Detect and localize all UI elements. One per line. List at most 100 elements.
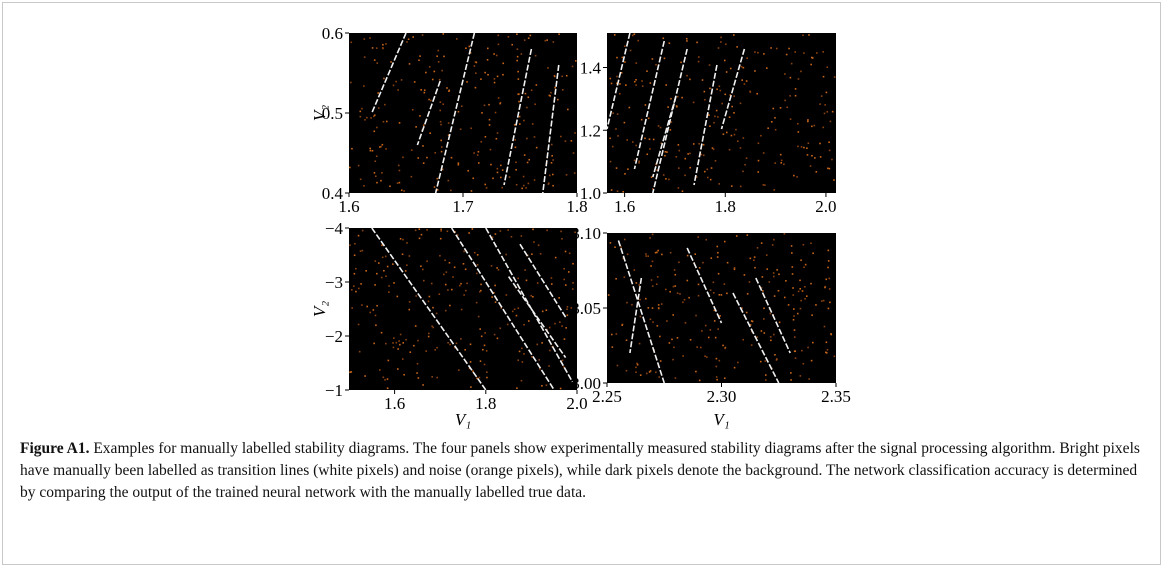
noise-pixel xyxy=(614,246,616,249)
noise-pixel xyxy=(764,374,767,376)
noise-pixel xyxy=(620,246,622,248)
noise-pixel xyxy=(644,137,646,140)
noise-pixel xyxy=(527,37,530,39)
noise-pixel xyxy=(816,52,818,54)
noise-pixel xyxy=(402,238,404,241)
noise-pixel xyxy=(374,314,377,317)
noise-pixel xyxy=(689,152,691,155)
noise-pixel xyxy=(736,46,738,48)
noise-pixel xyxy=(652,321,654,323)
noise-pixel xyxy=(541,385,543,387)
noise-pixel xyxy=(537,244,540,247)
noise-pixel xyxy=(616,113,619,115)
noise-pixel xyxy=(469,361,472,363)
noise-pixel xyxy=(686,74,688,77)
noise-pixel xyxy=(545,384,548,387)
noise-pixel xyxy=(628,106,631,109)
noise-pixel xyxy=(792,318,795,321)
noise-pixel xyxy=(351,147,353,150)
noise-pixel xyxy=(772,107,775,110)
noise-pixel xyxy=(661,253,663,256)
noise-pixel xyxy=(363,56,366,58)
noise-pixel xyxy=(541,342,543,344)
noise-pixel xyxy=(448,89,451,92)
noise-pixel xyxy=(533,136,536,138)
noise-pixel xyxy=(427,300,430,303)
noise-pixel xyxy=(517,359,520,362)
noise-pixel xyxy=(477,162,480,164)
noise-pixel xyxy=(645,255,647,257)
noise-pixel xyxy=(774,117,776,119)
transition-line xyxy=(720,48,746,130)
noise-pixel xyxy=(733,95,736,97)
noise-pixel xyxy=(615,333,618,335)
noise-pixel xyxy=(410,175,413,178)
noise-pixel xyxy=(792,308,795,310)
noise-pixel xyxy=(572,262,574,265)
noise-pixel xyxy=(386,378,389,380)
noise-pixel xyxy=(516,55,519,58)
noise-pixel xyxy=(719,315,721,317)
noise-pixel xyxy=(373,130,376,133)
noise-pixel xyxy=(496,167,499,170)
noise-pixel xyxy=(751,320,754,323)
noise-pixel xyxy=(497,269,500,271)
transition-line xyxy=(606,32,631,130)
noise-pixel xyxy=(499,101,502,104)
noise-pixel xyxy=(465,289,467,292)
noise-pixel xyxy=(810,242,812,245)
noise-pixel xyxy=(380,179,382,182)
noise-pixel xyxy=(402,342,405,344)
noise-pixel xyxy=(407,38,410,41)
noise-pixel xyxy=(379,369,381,371)
noise-pixel xyxy=(655,63,657,66)
noise-pixel xyxy=(638,342,641,345)
noise-pixel xyxy=(622,190,625,193)
noise-pixel xyxy=(639,374,642,376)
noise-pixel xyxy=(720,36,722,39)
noise-pixel xyxy=(523,353,525,355)
noise-pixel xyxy=(563,278,566,281)
noise-pixel xyxy=(355,290,357,293)
noise-pixel xyxy=(422,279,425,282)
noise-pixel xyxy=(359,110,362,113)
noise-pixel xyxy=(349,371,351,374)
noise-pixel xyxy=(527,320,530,322)
noise-pixel xyxy=(828,149,831,152)
noise-pixel xyxy=(684,157,687,160)
noise-pixel xyxy=(668,178,670,181)
noise-pixel xyxy=(522,184,525,187)
noise-pixel xyxy=(644,297,647,300)
noise-pixel xyxy=(674,273,677,276)
noise-pixel xyxy=(700,153,703,156)
noise-pixel xyxy=(635,366,637,369)
noise-pixel xyxy=(802,34,804,37)
x-tick-label: 1.8 xyxy=(715,197,736,216)
noise-pixel xyxy=(769,312,772,315)
noise-pixel xyxy=(516,48,519,50)
noise-pixel xyxy=(684,174,686,177)
noise-pixel xyxy=(794,88,797,90)
noise-pixel xyxy=(439,254,441,257)
noise-pixel xyxy=(645,372,648,375)
noise-pixel xyxy=(710,167,713,169)
noise-pixel xyxy=(797,145,799,148)
noise-pixel xyxy=(439,237,442,240)
noise-pixel xyxy=(515,183,518,186)
noise-pixel xyxy=(446,87,448,89)
transition-line xyxy=(503,48,533,186)
noise-pixel xyxy=(776,269,778,271)
noise-pixel xyxy=(375,47,378,49)
noise-pixel xyxy=(697,60,700,63)
noise-pixel xyxy=(812,252,814,255)
noise-pixel xyxy=(416,372,418,374)
noise-pixel xyxy=(459,128,462,131)
noise-pixel xyxy=(833,355,836,358)
noise-pixel xyxy=(733,133,736,136)
noise-pixel xyxy=(353,272,356,275)
noise-pixel xyxy=(822,126,825,129)
noise-pixel xyxy=(766,67,768,69)
noise-pixel xyxy=(374,175,377,178)
noise-pixel xyxy=(552,159,554,161)
noise-pixel xyxy=(511,310,514,313)
